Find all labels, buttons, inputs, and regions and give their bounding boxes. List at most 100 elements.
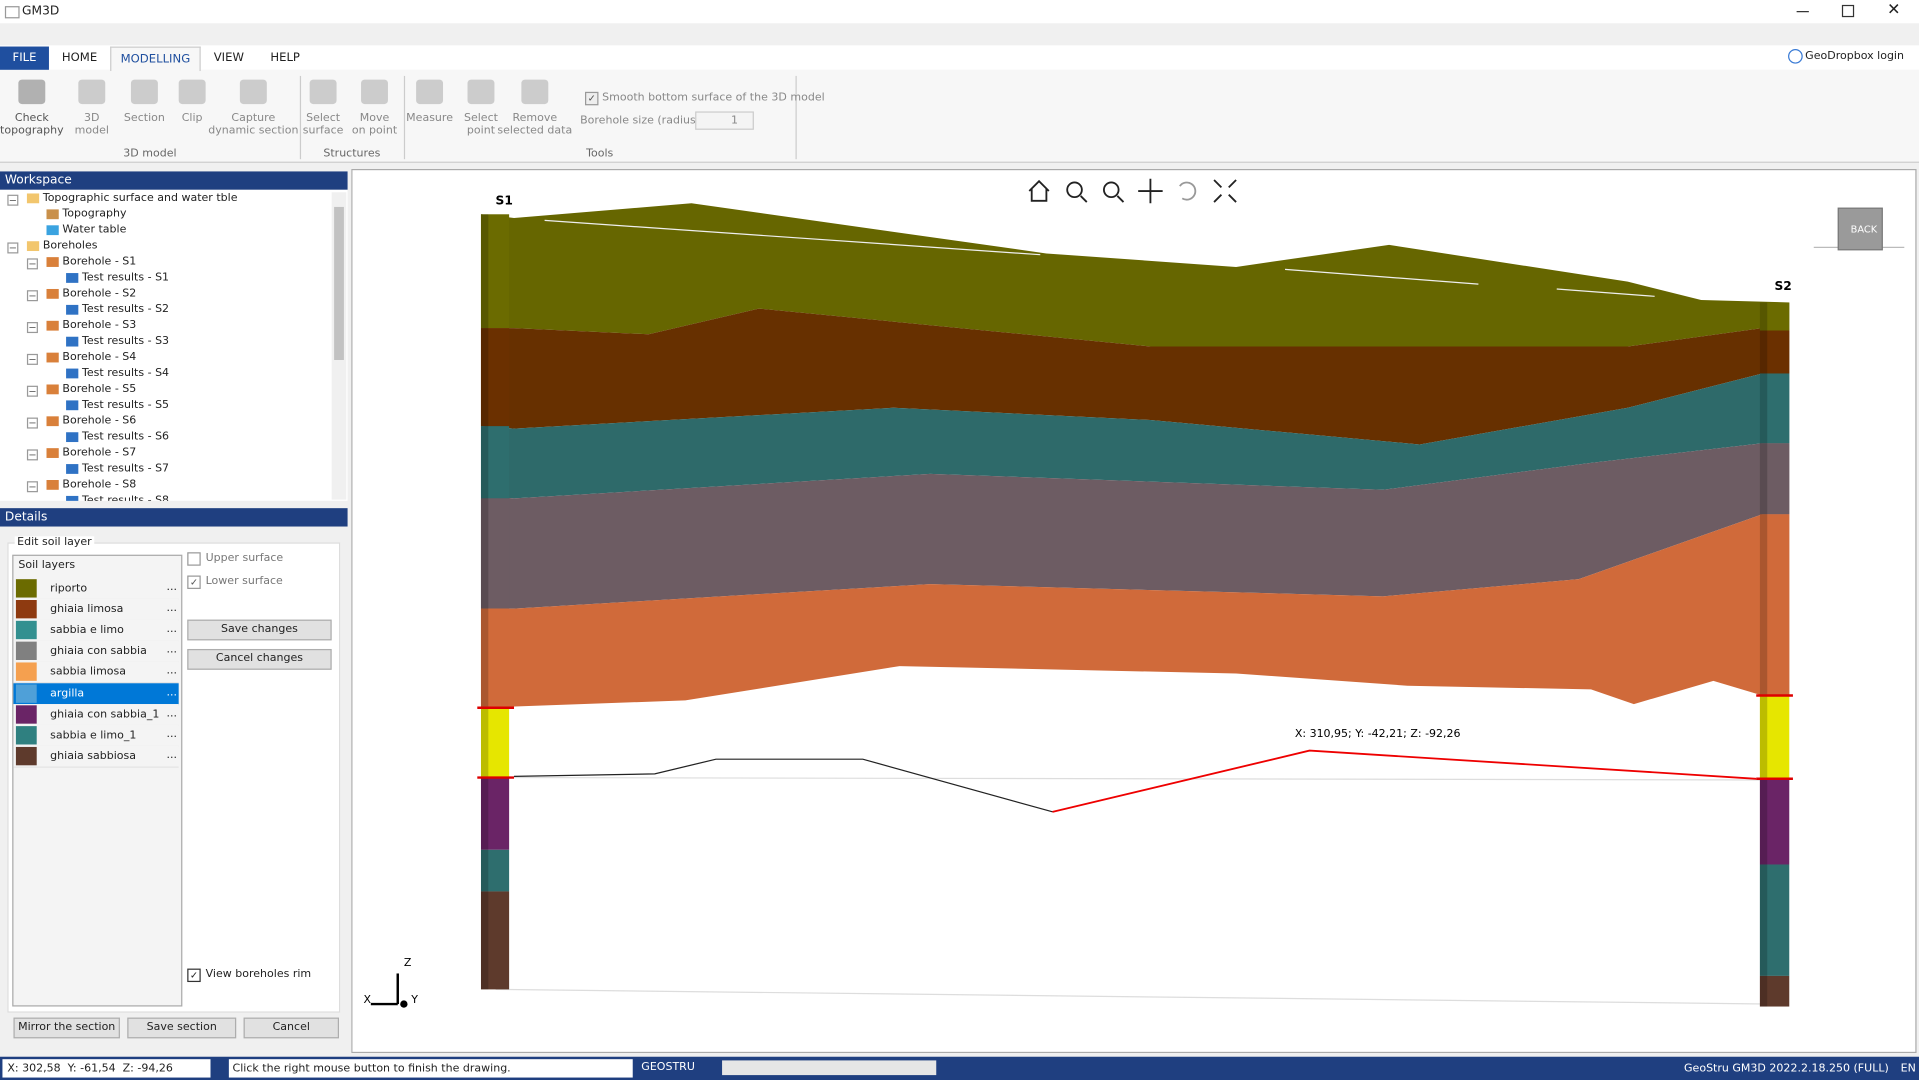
soil-more[interactable]: ... [166, 665, 177, 678]
menu-tab[interactable]: HOME [61, 51, 98, 65]
fullscreen-icon[interactable] [1213, 179, 1237, 203]
tree-expander[interactable]: − [26, 385, 38, 397]
soil-row[interactable] [13, 682, 179, 705]
ribbon-button[interactable]: Select surface [302, 112, 344, 138]
tree-item[interactable]: Borehole - S5 [46, 383, 136, 396]
tree-expander[interactable]: − [26, 322, 38, 334]
menu-tab[interactable]: FILE [0, 46, 49, 70]
soil-name[interactable]: sabbia e limo [50, 624, 124, 637]
zoom-icon[interactable] [1102, 181, 1120, 199]
tree-item[interactable]: Borehole - S8 [46, 479, 136, 491]
tree-item[interactable]: Test results - S5 [66, 399, 169, 411]
menu-tab[interactable]: HELP [270, 51, 300, 65]
soil-name[interactable]: ghiaia con sabbia [50, 645, 147, 658]
ribbon-button[interactable]: Check topography [0, 112, 64, 138]
scroll-thumb[interactable] [334, 206, 344, 361]
rotate-icon[interactable] [1179, 181, 1197, 201]
restore-button[interactable] [1841, 4, 1855, 18]
soil-name[interactable]: ghiaia sabbiosa [50, 750, 137, 763]
soil-name[interactable]: sabbia e limo_1 [50, 729, 137, 742]
soil-more[interactable]: ... [166, 707, 177, 720]
soil-name[interactable]: ghiaia limosa [50, 603, 124, 617]
tree-item[interactable]: Borehole - S6 [46, 415, 136, 427]
soil-more[interactable]: ... [166, 728, 177, 741]
scrollbar[interactable] [331, 192, 347, 500]
ribbon-button[interactable]: Select point [463, 112, 498, 138]
login-link[interactable]: GeoDropbox login [1805, 50, 1904, 63]
ribbon-button[interactable]: Remove selected data [497, 112, 573, 138]
tree-item[interactable]: Borehole - S4 [46, 351, 136, 364]
view-cube[interactable]: BACK [1813, 207, 1905, 251]
tree-label: Borehole - S2 [62, 287, 137, 301]
tree-item[interactable]: Topographic surface and water tble [26, 192, 238, 204]
soil-more[interactable]: ... [166, 644, 177, 657]
checkbox[interactable]: ✓ [187, 575, 201, 589]
tree-item[interactable]: Test results - S4 [66, 367, 169, 380]
cancel-button[interactable]: Cancel [243, 1017, 340, 1039]
mirror-button[interactable]: Mirror the section [13, 1017, 120, 1039]
checkbox[interactable]: ✓ [187, 968, 201, 983]
soil-more[interactable]: ... [166, 749, 177, 762]
soil-more[interactable]: ... [166, 602, 177, 615]
ribbon-button[interactable]: Capture dynamic section [208, 112, 299, 138]
tree-item[interactable]: Test results - S6 [66, 431, 169, 443]
menu-tab[interactable]: MODELLING [110, 46, 201, 72]
soil-more[interactable]: ... [166, 623, 177, 636]
tree-expander[interactable]: − [26, 353, 38, 365]
tree-item[interactable]: Test results - S8 [66, 495, 169, 501]
smooth-option[interactable]: Smooth bottom surface of the 3D model [602, 91, 825, 105]
cancel-changes-button[interactable]: Cancel changes [187, 648, 332, 670]
tree-item[interactable]: Borehole - S2 [46, 287, 137, 301]
soil-more[interactable]: ... [166, 581, 177, 594]
close-button[interactable]: ✕ [1887, 1, 1901, 20]
zoom-box-icon[interactable] [1066, 181, 1083, 199]
tree-item[interactable]: Test results - S1 [66, 272, 169, 284]
tree-item[interactable]: Borehole - S1 [46, 256, 136, 268]
tree-item[interactable]: Test results - S7 [66, 463, 169, 475]
viewport[interactable]: S1 S2 X: 310,95; Y: -42,21; Z: -92,26 BA… [351, 168, 1918, 1054]
ribbon-button[interactable]: Move on point [351, 112, 398, 138]
soil-more[interactable]: ... [166, 686, 177, 699]
tree-icon [46, 288, 59, 299]
tree-item[interactable]: Water table [46, 224, 126, 236]
soil-row[interactable] [13, 745, 179, 768]
tree-item[interactable]: Boreholes [26, 240, 98, 252]
upper-surface[interactable]: Upper surface [205, 552, 284, 565]
tree-item[interactable]: Borehole - S7 [46, 447, 136, 459]
ribbon-button[interactable]: Clip [181, 112, 203, 125]
borehole-size-input[interactable]: 1 [695, 111, 754, 130]
checkbox[interactable] [187, 552, 201, 566]
soil-name[interactable]: argilla [50, 687, 85, 700]
save-changes-button[interactable]: Save changes [187, 619, 332, 641]
menu-tab[interactable]: VIEW [213, 51, 244, 65]
soil-name[interactable]: sabbia limosa [50, 666, 127, 679]
tree-label: Test results - S2 [81, 303, 170, 316]
tree-expander[interactable]: − [26, 290, 38, 302]
tree-expander[interactable]: − [26, 417, 38, 429]
tree-item[interactable]: Topography [46, 208, 127, 220]
home-icon[interactable] [1028, 179, 1050, 202]
ribbon-button[interactable]: Measure [406, 112, 453, 125]
tree-expander[interactable]: − [26, 481, 38, 493]
soil-name[interactable]: riporto [50, 582, 88, 596]
tree-item[interactable]: Borehole - S3 [46, 320, 136, 332]
ribbon-button[interactable]: Section [123, 112, 165, 125]
checkbox[interactable]: ✓ [585, 91, 599, 106]
view-rim[interactable]: View boreholes rim [205, 968, 312, 981]
soil-name[interactable]: ghiaia con sabbia_1 [50, 708, 160, 721]
save-section-button[interactable]: Save section [127, 1017, 237, 1039]
zoom-box-icon[interactable] [1080, 195, 1088, 203]
tree-expander[interactable]: − [7, 242, 19, 254]
tree-expander[interactable]: − [26, 258, 38, 270]
soil-row[interactable] [13, 577, 179, 601]
tree-item[interactable]: Test results - S2 [66, 304, 169, 316]
minimize-button[interactable] [1796, 11, 1809, 13]
ribbon-button[interactable]: 3D model [74, 112, 109, 138]
tree-icon [46, 352, 59, 362]
zoom-icon[interactable] [1116, 195, 1125, 203]
lower-surface[interactable]: Lower surface [205, 575, 283, 588]
pan-icon[interactable] [1138, 178, 1163, 204]
tree-expander[interactable]: − [26, 449, 38, 461]
tree-item[interactable]: Test results - S3 [66, 336, 169, 348]
tree-expander[interactable]: − [7, 194, 19, 206]
